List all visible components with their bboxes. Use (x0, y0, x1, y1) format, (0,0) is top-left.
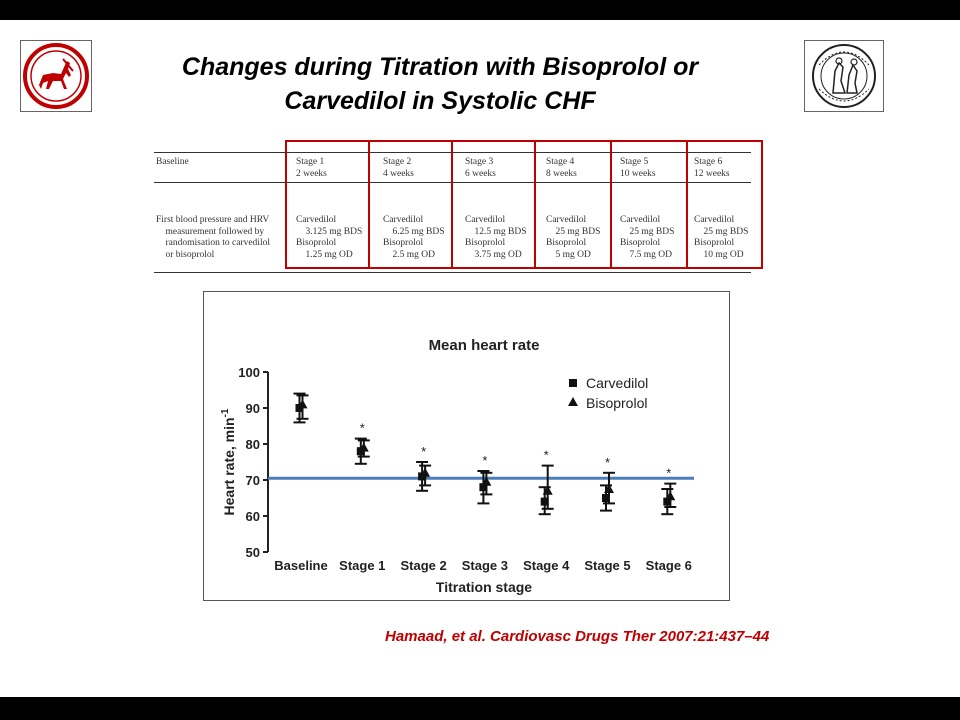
centaur-emblem-icon (23, 43, 89, 109)
table-body-cell: 1.25 mg OD (296, 249, 353, 260)
carvedilol-point (540, 497, 549, 506)
university-seal-right (804, 40, 884, 112)
y-tick-label: 70 (246, 473, 260, 488)
x-tick-label: Stage 2 (400, 558, 446, 573)
table-header-cell: 6 weeks (465, 168, 496, 179)
table-header-cell: 12 weeks (694, 168, 730, 179)
table-header-cell: Stage 4 (546, 157, 575, 167)
y-tick-label: 50 (246, 545, 260, 560)
table-body-cell: or bisoprolol (156, 249, 215, 260)
slide-title: Changes during Titration with Bisoprolol… (110, 50, 770, 118)
significance-asterisk: * (544, 448, 549, 463)
table-body-cell: 5 mg OD (546, 249, 591, 260)
table-body-cell: 12.5 mg BDS (465, 226, 527, 237)
table-header-cell: 4 weeks (383, 168, 414, 179)
x-axis-label: Titration stage (436, 579, 532, 595)
table-header-cell: Stage 3 (465, 157, 494, 167)
y-tick-label: 100 (238, 365, 260, 380)
legend-square-marker (569, 379, 577, 387)
table-body-cell: Bisoprolol (694, 238, 735, 249)
stage-1-highlight-box (285, 140, 370, 269)
table-body-cell: Bisoprolol (296, 238, 337, 249)
table-body-cell: Bisoprolol (546, 238, 587, 249)
table-body-cell: measurement followed by (156, 226, 265, 237)
bisoprolol-point (297, 399, 308, 409)
table-body-cell: Carvedilol (546, 215, 587, 225)
table-body-cell: First blood pressure and HRV (156, 215, 270, 225)
x-tick-label: Stage 3 (462, 558, 508, 573)
table-header-cell: 10 weeks (620, 168, 656, 179)
slide-title-line-2: Carvedilol in Systolic CHF (284, 87, 596, 115)
y-tick-label: 80 (246, 437, 260, 452)
table-body-cell: 2.5 mg OD (383, 249, 436, 260)
carvedilol-point (663, 497, 672, 506)
legend-triangle-marker (568, 397, 578, 406)
stage-6-highlight-box (686, 140, 763, 269)
x-tick-label: Stage 5 (584, 558, 630, 573)
table-body-cell: 7.5 mg OD (620, 249, 673, 260)
carvedilol-point (479, 483, 488, 492)
bisoprolol-point (542, 485, 553, 495)
table-body-cell: Carvedilol (620, 215, 661, 225)
chart-title: Mean heart rate (429, 337, 540, 354)
table-header-cell: 8 weeks (546, 168, 577, 179)
slide: Changes during Titration with Bisoprolol… (0, 20, 960, 697)
table-body-cell: Carvedilol (383, 215, 424, 225)
table-header-cell: Baseline (156, 157, 189, 167)
stage-4-highlight-box (534, 140, 612, 269)
chart-frame: Mean heart rate 50 60 70 80 90 100 Heart rate, … (203, 291, 730, 601)
table-header-cell: 2 weeks (296, 168, 327, 179)
slide-title-line-1: Changes during Titration with Bisoprolol… (181, 53, 699, 81)
stage-5-highlight-box (610, 140, 688, 269)
bisoprolol-point (665, 491, 676, 501)
table-body-cell: 3.75 mg OD (465, 249, 522, 260)
bisoprolol-point (481, 476, 492, 486)
x-tick-label: Stage 4 (523, 558, 570, 573)
table-body-cell: randomisation to carvedilol (156, 238, 270, 249)
table-header-cell: Stage 5 (620, 157, 649, 167)
table-header-cell: Stage 2 (383, 157, 412, 167)
legend-label-bisoprolol: Bisoprolol (586, 395, 647, 411)
y-axis-label-text: Heart rate, min (221, 417, 237, 515)
stage-3-highlight-box (451, 140, 536, 269)
table-bottom-rule (154, 272, 751, 273)
heart-rate-chart: Mean heart rate 50 60 70 80 90 100 Heart rate, … (220, 337, 694, 595)
table-body-cell: 25 mg BDS (694, 226, 749, 237)
significance-asterisk: * (605, 455, 610, 470)
table-body-cell: Carvedilol (465, 215, 506, 225)
x-tick-label: Stage 1 (339, 558, 385, 573)
bisoprolol-point (604, 484, 614, 493)
table-body-cell: Bisoprolol (383, 238, 424, 249)
significance-asterisk: * (666, 466, 671, 481)
table-body-cell: 25 mg BDS (546, 226, 601, 237)
table-body-cell: Bisoprolol (465, 238, 506, 249)
y-axis-label-superscript: -1 (220, 408, 231, 417)
academic-seal-icon (812, 44, 876, 108)
x-tick-label: Stage 6 (646, 558, 692, 573)
stage-2-highlight-box (368, 140, 453, 269)
table-body-cell: 3.125 mg BDS (296, 226, 363, 237)
bisoprolol-point (420, 467, 431, 477)
table-body-cell: 6.25 mg BDS (383, 226, 445, 237)
table-body-cell: Bisoprolol (620, 238, 661, 249)
x-tick-label: Baseline (274, 558, 327, 573)
table-body-cell: Carvedilol (296, 215, 337, 225)
table-body-cell: 10 mg OD (694, 249, 744, 260)
table-header-cell: Stage 6 (694, 157, 723, 167)
bisoprolol-point (358, 442, 369, 452)
significance-asterisk: * (421, 444, 426, 459)
carvedilol-point (602, 494, 610, 502)
table-body-cell: 25 mg BDS (620, 226, 675, 237)
legend-label-carvedilol: Carvedilol (586, 375, 648, 391)
university-logo-left (20, 40, 92, 112)
y-tick-label: 60 (246, 509, 260, 524)
table-body-cell: Carvedilol (694, 215, 735, 225)
significance-asterisk: * (360, 421, 365, 436)
y-axis-label: Heart rate, min-1 (220, 408, 237, 515)
table-header-cell: Stage 1 (296, 157, 325, 167)
y-tick-label: 90 (246, 401, 260, 416)
citation: Hamaad, et al. Cardiovasc Drugs Ther 200… (385, 628, 770, 645)
significance-asterisk: * (482, 453, 487, 468)
